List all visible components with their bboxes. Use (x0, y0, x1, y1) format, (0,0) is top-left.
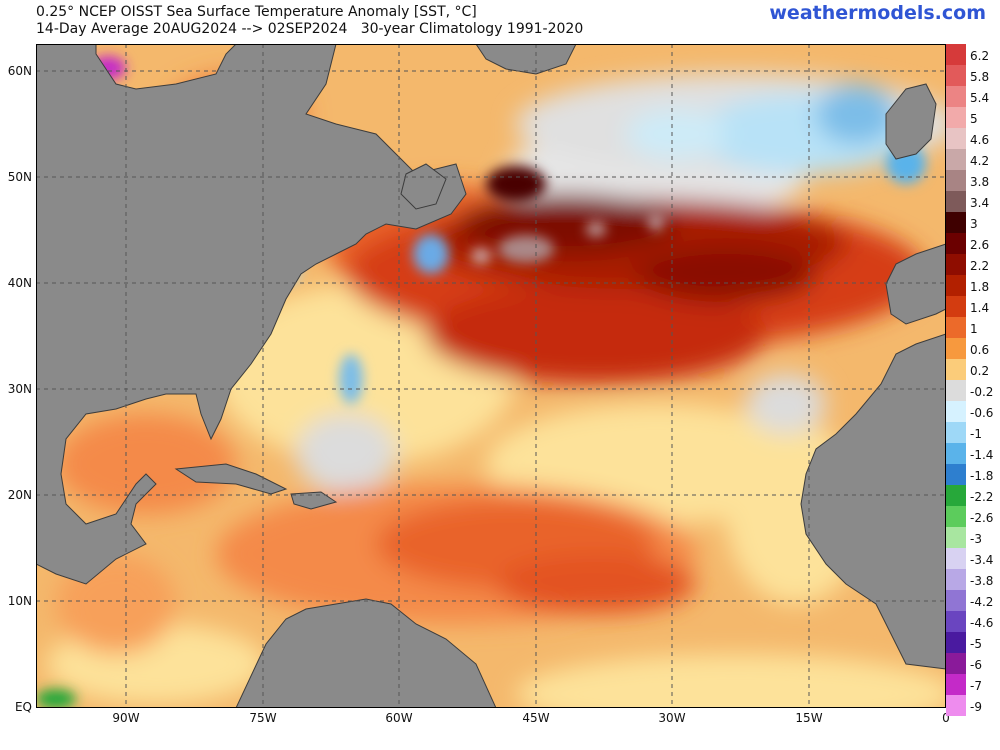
graticule (36, 44, 946, 708)
colorbar-label: -4.2 (970, 595, 994, 609)
colorbar-label: -0.6 (970, 406, 994, 420)
lat-label: 20N (7, 488, 32, 502)
colorbar-label: 3.4 (970, 196, 990, 210)
colorbar-label: -1.4 (970, 448, 994, 462)
colorbar-swatch (946, 548, 966, 570)
colorbar-swatch (946, 149, 966, 171)
colorbar-swatch (946, 632, 966, 654)
land-masses (36, 44, 946, 708)
colorbar-swatch (946, 338, 966, 360)
colorbar-swatch (946, 569, 966, 591)
colorbar-label: 4.2 (970, 154, 990, 168)
colorbar-swatch (946, 65, 966, 87)
colorbar-swatch (946, 170, 966, 192)
south-america (235, 598, 497, 708)
colorbar-label: -1 (970, 427, 982, 441)
africa (800, 333, 946, 670)
colorbar-swatch (946, 275, 966, 297)
lon-label: 90W (112, 711, 140, 725)
colorbar-label: 0.2 (970, 364, 990, 378)
colorbar-swatch (946, 128, 966, 150)
colorbar-label: 5.8 (970, 70, 990, 84)
colorbar-swatch (946, 380, 966, 402)
colorbar-label: 1 (970, 322, 978, 336)
colorbar-swatch (946, 191, 966, 213)
north-america (36, 44, 467, 585)
cuba (174, 463, 288, 495)
lat-label: 60N (7, 64, 32, 78)
map-title: 0.25° NCEP OISST Sea Surface Temperature… (36, 4, 477, 20)
colorbar-label: 2.2 (970, 259, 990, 273)
colorbar-label: 1.8 (970, 280, 990, 294)
british-isles (885, 83, 937, 160)
colorbar-label: -7 (970, 679, 982, 693)
colorbar-label: 2.6 (970, 238, 990, 252)
anomaly-field (46, 74, 946, 708)
colorbar-label: 4.6 (970, 133, 990, 147)
colorbar-swatch (946, 527, 966, 549)
iberia-europe (885, 243, 946, 325)
colorbar-swatch (946, 422, 966, 444)
colorbar-swatch (946, 464, 966, 486)
colorbar-swatch (946, 611, 966, 633)
lon-label: 45W (522, 711, 550, 725)
lat-label: 50N (7, 170, 32, 184)
colorbar-swatch (946, 590, 966, 612)
lon-label: 15W (795, 711, 823, 725)
colorbar-label: 0.6 (970, 343, 990, 357)
colorbar-label: -2.2 (970, 490, 994, 504)
lon-label: 30W (658, 711, 686, 725)
colorbar-label: -5 (970, 637, 982, 651)
colorbar-label: 3.8 (970, 175, 990, 189)
colorbar-label: -4.6 (970, 616, 994, 630)
colorbar-swatch (946, 44, 966, 66)
colorbar-swatch (946, 695, 966, 716)
colorbar-label: -9 (970, 700, 982, 714)
lon-label: 0 (942, 711, 950, 725)
colorbar-swatch (946, 485, 966, 507)
lat-label: EQ (14, 700, 32, 714)
sst-anomaly-map (36, 44, 946, 708)
colorbar-label: -2.6 (970, 511, 994, 525)
colorbar-swatch (946, 212, 966, 234)
lon-label: 60W (385, 711, 413, 725)
colorbar-swatch (946, 317, 966, 339)
hispaniola (290, 491, 338, 510)
map-subtitle: 14-Day Average 20AUG2024 --> 02SEP2024 3… (36, 21, 584, 37)
colorbar-label: 3 (970, 217, 978, 231)
lat-label: 40N (7, 276, 32, 290)
colorbar-swatch (946, 254, 966, 276)
colorbar-label: 6.2 (970, 49, 990, 63)
colorbar-label: 5.4 (970, 91, 990, 105)
colorbar-swatch (946, 443, 966, 465)
colorbar-swatch (946, 653, 966, 675)
colorbar-label: -3.8 (970, 574, 994, 588)
colorbar-label: -6 (970, 658, 982, 672)
colorbar-swatch (946, 401, 966, 423)
colorbar-swatch (946, 233, 966, 255)
colorbar-swatch (946, 674, 966, 696)
greenland (475, 44, 577, 75)
lat-label: 10N (7, 594, 32, 608)
colorbar-label: -0.2 (970, 385, 994, 399)
colorbar-label: 1.4 (970, 301, 990, 315)
colorbar-label: -3.4 (970, 553, 994, 567)
newfoundland (400, 163, 447, 210)
colorbar-swatch (946, 107, 966, 129)
colorbar-swatch (946, 296, 966, 318)
brand-watermark[interactable]: weathermodels.com (769, 2, 986, 24)
colorbar-label: -1.8 (970, 469, 994, 483)
colorbar-swatch (946, 86, 966, 108)
lon-label: 75W (249, 711, 277, 725)
colorbar-label: -3 (970, 532, 982, 546)
colorbar-label: 5 (970, 112, 978, 126)
lat-label: 30N (7, 382, 32, 396)
colorbar (946, 44, 966, 716)
colorbar-swatch (946, 359, 966, 381)
colorbar-swatch (946, 506, 966, 528)
